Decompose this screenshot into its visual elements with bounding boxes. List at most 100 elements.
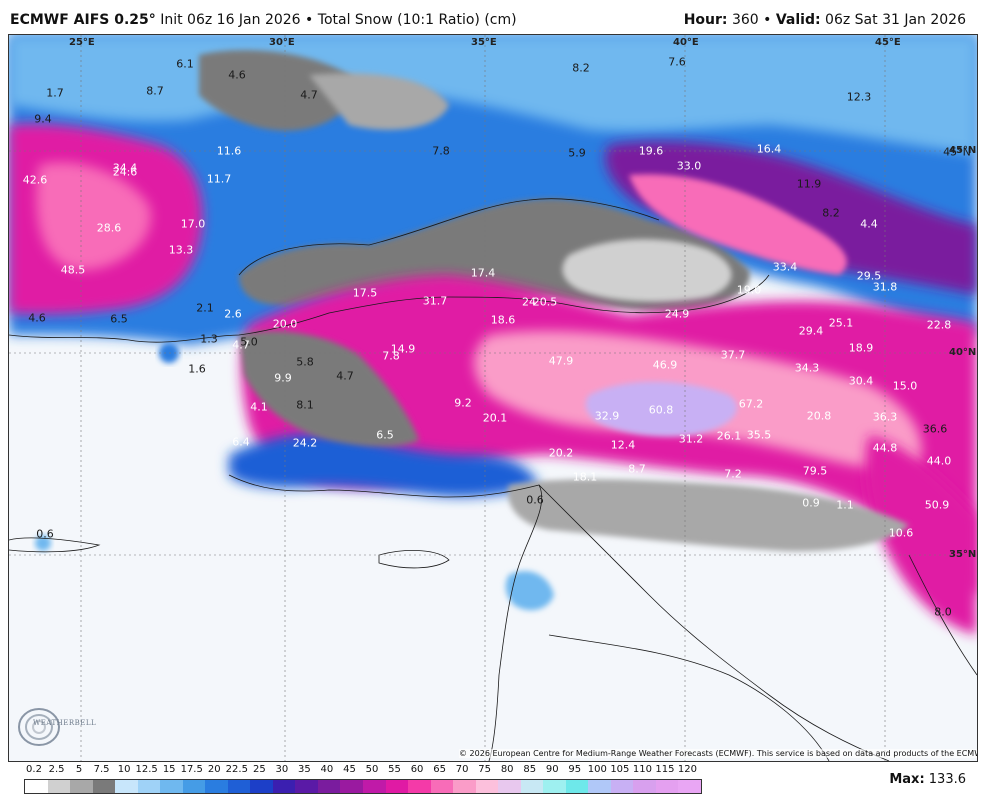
snow-value-label: 17.0	[180, 217, 206, 231]
legend-swatch	[430, 780, 454, 793]
snow-value-label: 6.5	[110, 312, 128, 326]
legend-tick-label: 100	[587, 764, 607, 775]
copyright-notice: © 2026 European Centre for Medium-Range …	[459, 749, 977, 758]
black-sea-north-coast	[238, 198, 660, 276]
legend-swatch	[340, 780, 363, 793]
snow-value-label: 60.8	[648, 403, 674, 417]
logo-text: WEATHERBELL	[33, 719, 97, 727]
snow-value-label: 12.4	[610, 438, 636, 452]
legend-tick-label: 17.5	[180, 764, 203, 775]
legend-swatch	[250, 780, 273, 793]
snow-value-label: 8.7	[146, 84, 164, 98]
legend-tick-label: 115	[655, 764, 675, 775]
title-separator: •	[305, 12, 314, 28]
snow-value-label: 47.9	[548, 354, 574, 368]
legend-swatch	[92, 780, 116, 793]
snow-value-label: 37.7	[720, 348, 746, 362]
cyprus-coast	[378, 550, 450, 569]
max-label: Max:	[889, 772, 925, 787]
legend-swatch	[385, 780, 409, 793]
legend-swatch	[115, 780, 138, 793]
legend-tick-label: 5	[75, 764, 83, 775]
legend-tick-label: 15	[162, 764, 176, 775]
snow-value-label: 7.6	[668, 55, 686, 69]
snow-value-label: 6.5	[376, 428, 394, 442]
snowfall-field	[9, 35, 977, 761]
black-sea-south-coast	[9, 274, 770, 343]
jordan-border	[548, 634, 830, 761]
snow-value-label: 20.1	[482, 411, 508, 425]
snow-value-label: 34.3	[794, 361, 820, 375]
snow-value-label: 8.2	[822, 206, 840, 220]
map-borders	[9, 198, 977, 761]
legend-tick-label: 35	[298, 764, 311, 775]
snow-value-label: 4.6	[28, 311, 46, 325]
legend-tick-label: 20	[207, 764, 221, 775]
legend-swatch	[70, 780, 93, 793]
legend-tick-label: 40	[320, 764, 334, 775]
snow-value-label: 48.5	[60, 263, 86, 277]
snow-value-label: 2.1	[196, 301, 214, 315]
grid-label-40e: 40°E	[673, 37, 699, 48]
legend-tick-label: 12.5	[135, 764, 158, 775]
legend-swatch	[137, 780, 161, 793]
legend-tick-label: 65	[433, 764, 446, 775]
snow-value-label: 33.4	[772, 260, 798, 274]
snow-value-label: 24.2	[292, 436, 318, 450]
levant-trace	[508, 479, 909, 552]
snow-value-label: 4.7	[336, 369, 354, 383]
snow-value-label: 45°N	[943, 145, 971, 159]
snow-band-pink-east	[865, 435, 977, 635]
grid-label-25e: 25°E	[69, 37, 95, 48]
legend-swatch	[295, 780, 318, 793]
snow-value-label: 26.1	[716, 429, 742, 443]
snow-value-label: 6.4	[232, 435, 250, 449]
snow-value-label: 36.3	[872, 410, 898, 424]
snow-band-grey-north	[199, 50, 356, 131]
snow-value-label: 67.2	[738, 397, 764, 411]
snow-value-label: 31.8	[872, 280, 898, 294]
snow-value-label: 28.6	[96, 221, 122, 235]
model-name: ECMWF AIFS 0.25	[10, 12, 149, 28]
snow-band-pink-caucasus	[629, 174, 847, 275]
product-name: Total Snow (10:1 Ratio) (cm)	[317, 12, 517, 28]
snow-value-label: 36.6	[922, 422, 948, 436]
valid-label: Valid:	[775, 12, 821, 28]
legend-tick-label: 55	[388, 764, 401, 775]
snow-value-label: 9.9	[274, 371, 292, 385]
color-legend: 0.2 2.5 5 7.5 10 12.5 15 17.5 20 22.5 25 30 35 40 45 50…	[20, 764, 702, 794]
snow-value-label: 42.6	[22, 173, 48, 187]
legend-tick-label: 25	[252, 764, 266, 775]
snow-value-label: 20.8	[806, 409, 832, 423]
iran-border	[908, 554, 977, 676]
mediterranean-coast	[228, 474, 543, 761]
legend-swatch	[408, 780, 431, 793]
legend-swatch	[475, 780, 499, 793]
legend-tick-label: 95	[568, 764, 582, 775]
title-bar: ECMWF AIFS 0.25° Init 06z 16 Jan 2026 • …	[0, 0, 984, 34]
init-time: Init 06z 16 Jan 2026	[160, 12, 301, 28]
snow-value-label: 79.5	[802, 464, 828, 478]
snow-value-label: 13.3	[168, 243, 194, 257]
chart-title: ECMWF AIFS 0.25° Init 06z 16 Jan 2026 • …	[10, 12, 517, 28]
snow-value-label: 8.0	[934, 605, 952, 619]
snow-value-label: 1.7	[46, 86, 64, 100]
grid-label-40n: 40°N	[949, 347, 977, 358]
snow-value-label: 44.8	[872, 441, 898, 455]
snow-value-label: 7.8	[382, 349, 400, 363]
legend-swatch	[205, 780, 228, 793]
snow-value-label: 35.5	[746, 428, 772, 442]
snow-value-label: 11.6	[216, 144, 242, 158]
snow-band-blue-south	[229, 433, 539, 497]
snow-value-label: 29.4	[798, 324, 824, 338]
legend-bar	[24, 779, 702, 794]
snow-value-label: 34.4	[112, 161, 138, 175]
snow-value-label: 4.4	[860, 217, 878, 231]
snow-value-label: 5.0	[240, 335, 258, 349]
legend-labels: 0.2 2.5 5 7.5 10 12.5 15 17.5 20 22.5 25 30 35 40 45 50…	[20, 764, 702, 778]
legend-swatch	[565, 780, 589, 793]
legend-swatch	[633, 780, 656, 793]
snow-value-label: 20.2	[548, 446, 574, 460]
grid-label-35e: 35°E	[471, 37, 497, 48]
legend-swatch	[588, 780, 611, 793]
